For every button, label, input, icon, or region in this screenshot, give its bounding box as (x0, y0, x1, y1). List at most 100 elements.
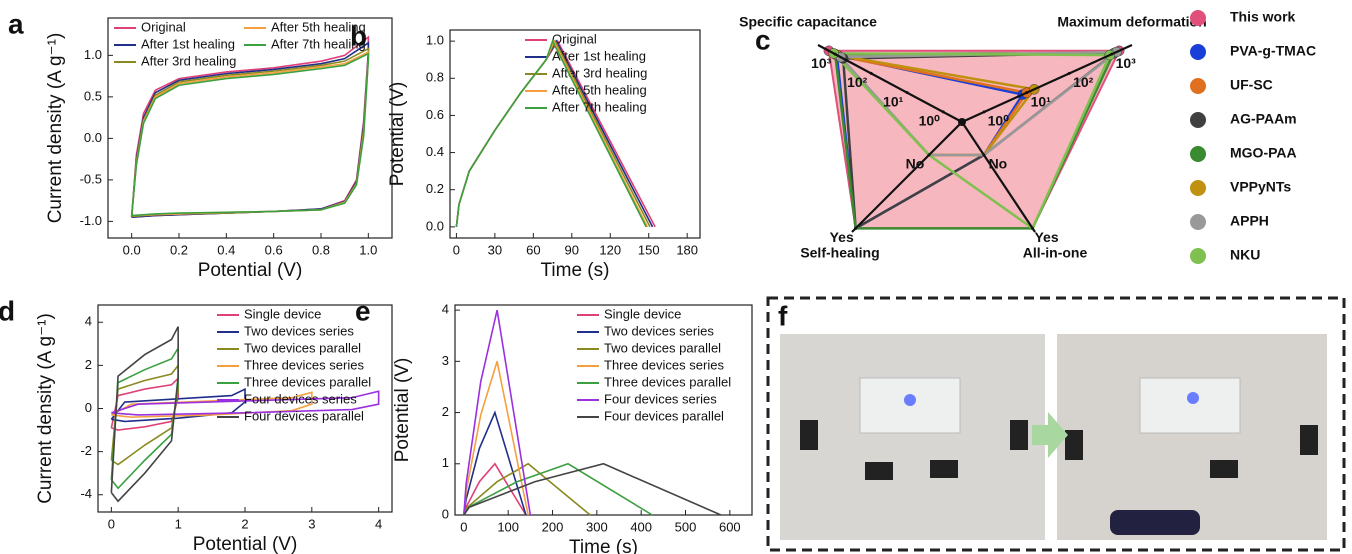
legend-swatch (1190, 180, 1206, 196)
legend-label: MGO-PAA (1230, 145, 1297, 161)
y-tick-label: 0.5 (84, 88, 102, 103)
radar-tick (833, 52, 837, 56)
legend-label: Original (141, 19, 186, 34)
series-line (130, 47, 370, 218)
x-tick-label: 150 (638, 242, 660, 257)
led (1187, 392, 1199, 404)
photo-frame (766, 296, 1346, 552)
radar-tick (1025, 91, 1029, 95)
y-tick-label: 2 (85, 357, 92, 372)
series-line (455, 39, 647, 228)
plot-frame (454, 304, 753, 516)
series-line (110, 387, 246, 423)
x-tick-label: 4 (375, 516, 382, 531)
legend-label: After 1st healing (141, 36, 235, 51)
y-tick-label: -4 (80, 486, 92, 501)
x-tick-label: 100 (497, 519, 519, 534)
legend-label: APPH (1230, 213, 1269, 229)
axis-name: Maximum deformation (1057, 14, 1206, 30)
legend-label: Four devices parallel (244, 408, 364, 423)
radar-tick-label: 10⁰ (919, 113, 941, 129)
radar-tick (1031, 226, 1035, 230)
legend-label: Four devices series (244, 391, 357, 406)
x-tick-label: 60 (526, 242, 540, 257)
radar-tick-label: No (989, 156, 1008, 172)
radar-tick (1067, 71, 1071, 75)
y-tick-label: 3 (442, 353, 449, 368)
hands (1110, 510, 1200, 535)
y-tick-label: 1.0 (426, 33, 444, 48)
legend-swatch (1190, 78, 1206, 94)
legend-label: Three devices parallel (604, 374, 731, 389)
plot-frame (449, 29, 701, 239)
series-line (463, 309, 532, 516)
panel-label: f (778, 300, 788, 331)
x-tick-label: 1 (175, 516, 182, 531)
x-tick-label: 120 (599, 242, 621, 257)
radar-tick (905, 91, 909, 95)
axis-name: Self-healing (800, 245, 879, 261)
y-tick-label: 4 (85, 314, 92, 329)
device (930, 460, 958, 478)
x-tick-label: 0.6 (265, 242, 283, 257)
x-axis-label: Time (s) (541, 260, 610, 281)
x-tick-label: 1.0 (359, 242, 377, 257)
legend-label: Original (552, 31, 597, 46)
y-tick-label: 0.8 (426, 70, 444, 85)
x-axis-label: Potential (V) (198, 260, 303, 281)
x-tick-label: 90 (565, 242, 579, 257)
legend-label: After 5th healing (271, 19, 366, 34)
y-axis-label: Potential (V) (392, 358, 413, 463)
series-line (130, 52, 370, 217)
y-tick-label: -2 (80, 443, 92, 458)
axis-name: Specific capacitance (739, 14, 877, 30)
legend-swatch (1190, 248, 1206, 264)
panel-label: a (8, 8, 24, 39)
x-tick-label: 0.8 (312, 242, 330, 257)
y-tick-label: 0 (442, 506, 449, 521)
legend-swatch (1190, 112, 1206, 128)
y-tick-label: -0.5 (80, 171, 102, 186)
radar-axis (961, 121, 1036, 233)
breadboard (1139, 377, 1241, 434)
device (1010, 420, 1028, 450)
x-tick-label: 0.0 (123, 242, 141, 257)
device (1065, 430, 1083, 460)
x-tick-label: 0 (460, 519, 467, 534)
legend-label: After 7th healing (552, 99, 647, 114)
legend-label: Two devices parallel (244, 340, 361, 355)
arrow (1032, 412, 1068, 458)
legend-label: Two devices series (604, 323, 714, 338)
photo-right (1057, 334, 1327, 540)
panel-label: b (350, 20, 367, 51)
x-axis-label: Time (s) (569, 537, 638, 554)
legend-label: Three devices series (244, 357, 364, 372)
x-tick-label: 0 (453, 242, 460, 257)
y-axis-label: Potential (V) (387, 82, 408, 187)
axis-name: All-in-one (1023, 245, 1088, 261)
x-tick-label: 180 (676, 242, 698, 257)
legend-label: Three devices parallel (244, 374, 371, 389)
legend-swatch (1190, 44, 1206, 60)
legend-label: After 1st healing (552, 48, 646, 63)
radar-tick (982, 110, 986, 114)
radar-tick (869, 71, 873, 75)
series-line (111, 390, 380, 416)
legend-label: Three devices series (604, 357, 724, 372)
y-axis-label: Current density (A g⁻¹) (45, 33, 66, 224)
y-tick-label: 1.0 (84, 47, 102, 62)
led (904, 394, 916, 406)
legend-label: UF-SC (1230, 77, 1273, 93)
plot-frame (107, 17, 393, 239)
series-line (463, 462, 722, 516)
y-tick-label: 0.0 (426, 218, 444, 233)
x-tick-label: 2 (241, 516, 248, 531)
photo-left (780, 334, 1045, 540)
y-tick-label: 1 (442, 455, 449, 470)
y-tick-label: 2 (442, 404, 449, 419)
y-tick-label: 4 (442, 302, 449, 317)
legend-label: After 3rd healing (141, 53, 236, 68)
y-tick-label: 0 (85, 400, 92, 415)
radar-axis (851, 121, 963, 233)
